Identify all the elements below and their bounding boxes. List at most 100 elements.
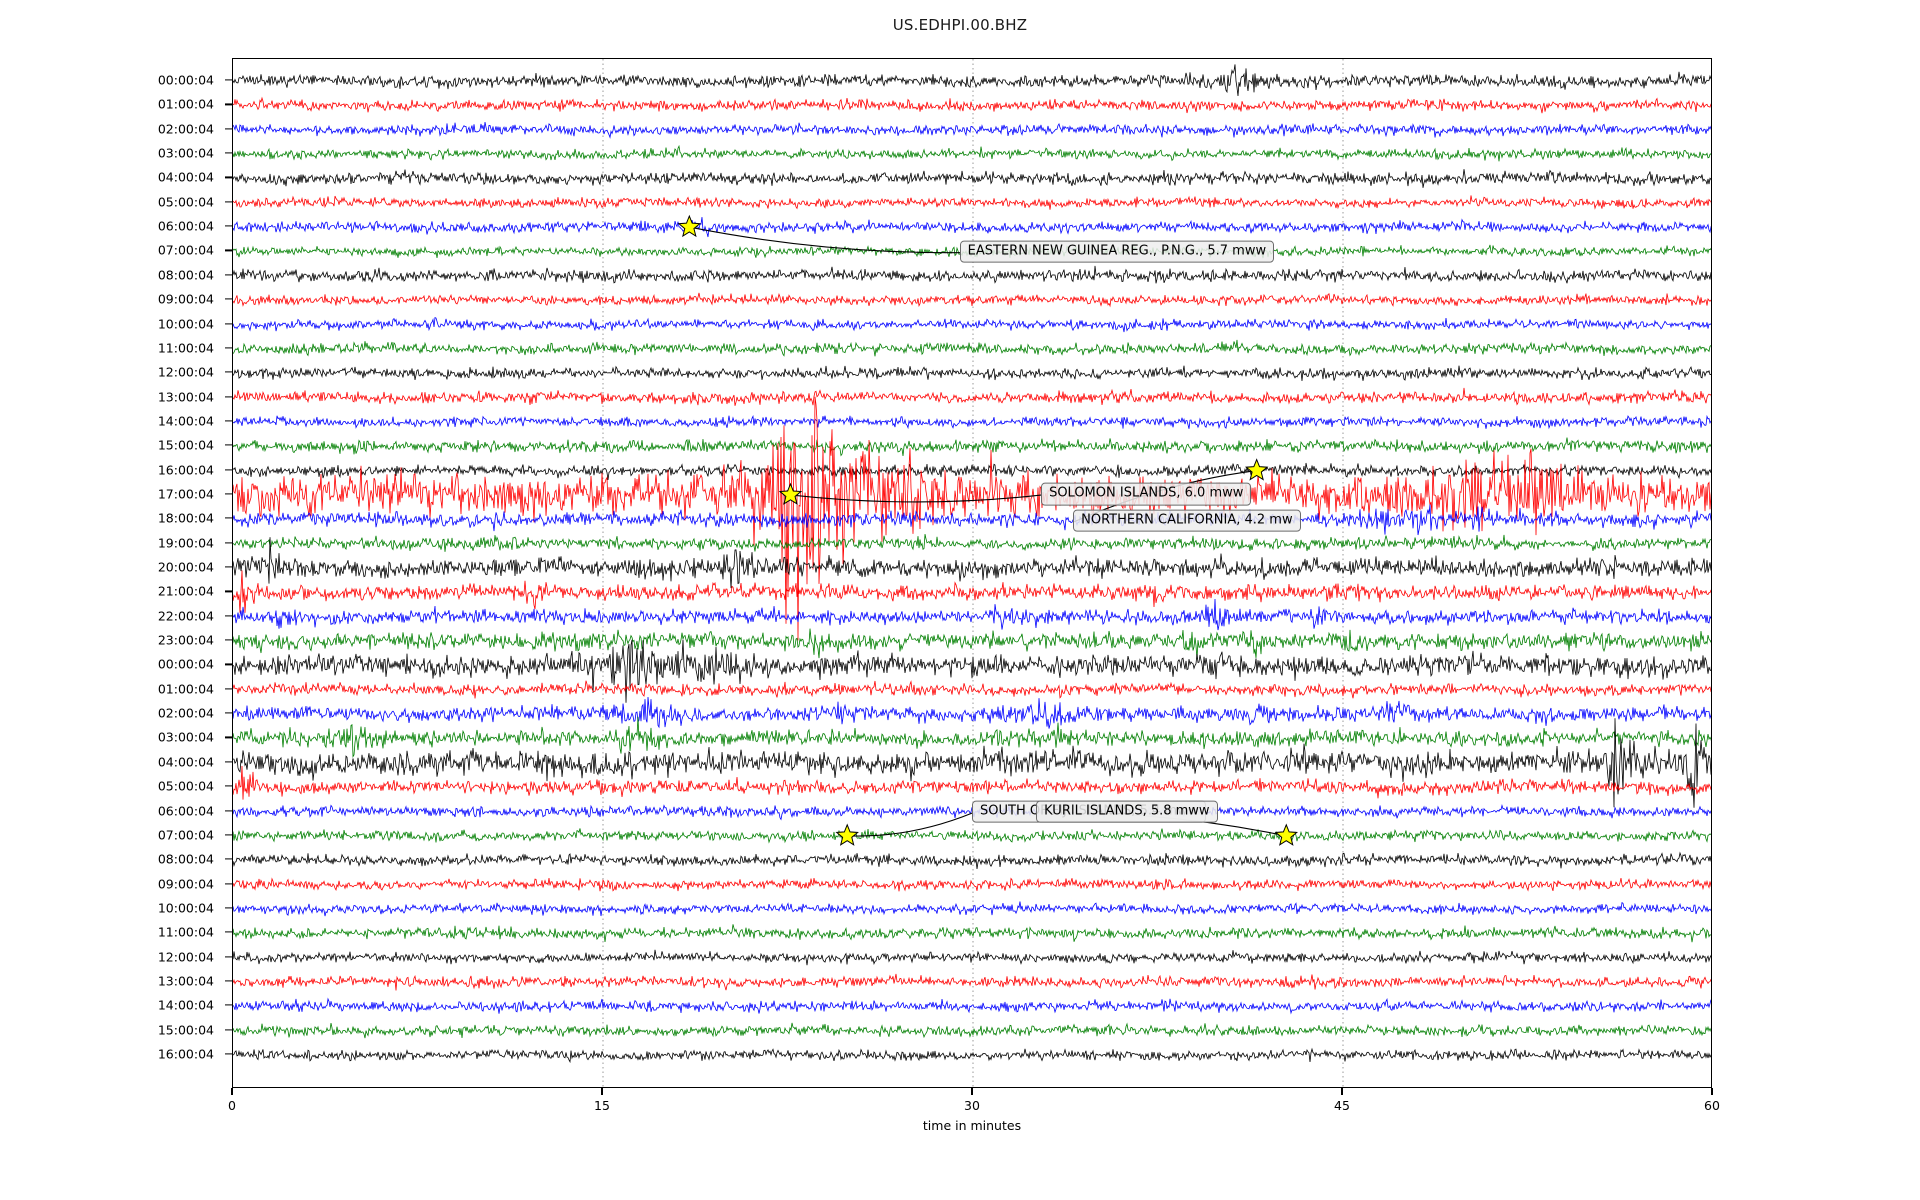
y-axis-tick-mark xyxy=(225,542,232,544)
y-axis-tick-mark xyxy=(225,517,232,519)
seismic-traces xyxy=(233,59,1711,1087)
trace-row xyxy=(233,901,1711,917)
x-axis-tick-label: 30 xyxy=(964,1098,980,1113)
x-axis-tick-label: 60 xyxy=(1704,1098,1720,1113)
event-annotation-label[interactable]: KURIL ISLANDS, 5.8 mww xyxy=(1036,800,1218,824)
earthquake-star-marker[interactable] xyxy=(677,214,702,238)
y-axis-tick-label: 02:00:04 xyxy=(157,705,214,721)
trace-row xyxy=(233,628,1711,660)
y-axis-tick-mark xyxy=(225,712,232,714)
event-annotation-label[interactable]: EASTERN NEW GUINEA REG., P.N.G., 5.7 mww xyxy=(959,240,1275,263)
trace-row xyxy=(233,437,1711,457)
y-axis-tick-mark xyxy=(225,663,232,665)
event-annotation-label[interactable]: SOLOMON ISLANDS, 6.0 mww xyxy=(1041,482,1252,506)
y-axis-tick-label: 10:00:04 xyxy=(157,900,214,916)
y-axis-tick-mark xyxy=(225,590,232,592)
y-axis-tick-label: 15:00:04 xyxy=(157,1022,214,1038)
x-axis-title: time in minutes xyxy=(922,1118,1022,1133)
trace-row xyxy=(233,217,1711,238)
y-axis-time-labels: 00:00:04 01:00:04 02:00:04 03:00:04 04:00:04… xyxy=(0,58,232,1088)
earthquake-star-marker[interactable] xyxy=(778,482,803,505)
y-axis-tick-mark xyxy=(225,128,232,130)
earthquake-star-marker[interactable] xyxy=(1244,458,1269,481)
y-axis-tick-mark xyxy=(225,322,232,325)
trace-row xyxy=(233,696,1711,729)
y-axis-tick-mark xyxy=(225,347,232,349)
y-axis-tick-label: 13:00:04 xyxy=(157,973,214,989)
plot-area: EASTERN NEW GUINEA REG., P.N.G., 5.7 mww… xyxy=(232,58,1712,1088)
y-axis-tick-mark xyxy=(225,225,232,227)
trace-row xyxy=(233,570,1711,613)
page-title: US.EDHPI.00.BHZ xyxy=(892,16,1028,34)
trace-row xyxy=(233,365,1711,381)
trace-row xyxy=(233,997,1711,1015)
y-axis-tick-mark xyxy=(225,809,232,812)
y-axis-tick-label: 14:00:04 xyxy=(157,997,214,1013)
x-axis-tick-mark xyxy=(231,1088,233,1095)
y-axis-tick-mark xyxy=(225,103,232,105)
y-axis-tick-label: 20:00:04 xyxy=(157,559,214,575)
y-axis-tick-label: 11:00:04 xyxy=(157,924,214,940)
y-axis-tick-mark xyxy=(225,444,232,446)
trace-row xyxy=(233,716,1711,758)
trace-row xyxy=(233,414,1711,430)
y-axis-tick-mark xyxy=(225,152,232,154)
y-axis-tick-label: 05:00:04 xyxy=(157,778,214,794)
x-axis-tick-label: 0 xyxy=(228,1098,236,1113)
trace-row xyxy=(233,828,1711,844)
y-axis-tick-mark xyxy=(225,639,232,641)
earthquake-star-marker[interactable] xyxy=(835,823,859,846)
trace-row xyxy=(233,96,1711,114)
y-axis-tick-mark xyxy=(225,420,232,422)
y-axis-tick-label: 13:00:04 xyxy=(157,389,214,405)
trace-row xyxy=(233,64,1711,97)
y-axis-tick-label: 06:00:04 xyxy=(157,803,214,818)
y-axis-tick-label: 23:00:04 xyxy=(157,632,214,648)
y-axis-tick-label: 08:00:04 xyxy=(157,851,214,867)
y-axis-tick-mark xyxy=(225,615,232,617)
trace-row xyxy=(233,639,1711,703)
trace-row xyxy=(233,877,1711,892)
y-axis-tick-mark xyxy=(225,201,232,203)
y-axis-tick-mark xyxy=(225,980,232,982)
y-axis-tick-mark xyxy=(225,298,232,300)
trace-row xyxy=(233,680,1711,699)
y-axis-tick-label: 21:00:04 xyxy=(157,583,214,599)
y-axis-tick-label: 16:00:04 xyxy=(157,1046,214,1062)
y-axis-tick-label: 11:00:04 xyxy=(157,340,214,356)
y-axis-tick-label: 18:00:04 xyxy=(157,510,214,526)
event-annotation-label[interactable]: NORTHERN CALIFORNIA, 4.2 mw xyxy=(1073,509,1301,533)
trace-row xyxy=(233,387,1711,406)
y-axis-tick-label: 03:00:04 xyxy=(157,729,214,745)
y-axis-tick-mark xyxy=(225,274,232,276)
trace-row xyxy=(233,973,1711,991)
y-axis-tick-label: 01:00:04 xyxy=(157,681,214,697)
x-axis-tick-label: 45 xyxy=(1334,1098,1350,1113)
plot-frame xyxy=(232,58,1712,1088)
trace-row xyxy=(233,1047,1711,1064)
y-axis-tick-label: 12:00:04 xyxy=(157,364,214,380)
x-axis: 0 15 30 45 60 xyxy=(228,1088,1720,1148)
y-axis-tick-label: 00:00:04 xyxy=(157,72,214,88)
trace-row xyxy=(233,144,1711,162)
y-axis-tick-label: 00:00:04 xyxy=(157,656,214,672)
earthquake-star-marker[interactable] xyxy=(1274,823,1299,846)
y-axis-tick-label: 09:00:04 xyxy=(157,291,214,307)
y-axis-tick-label: 03:00:04 xyxy=(157,145,214,161)
y-axis-tick-label: 07:00:04 xyxy=(157,242,214,258)
y-axis-tick-label: 02:00:04 xyxy=(157,121,214,137)
y-axis-tick-mark xyxy=(225,931,232,933)
y-axis-tick-mark xyxy=(225,785,232,787)
trace-row xyxy=(233,504,1711,536)
y-axis-tick-label: 12:00:04 xyxy=(157,949,214,965)
y-axis-tick-label: 10:00:04 xyxy=(157,316,214,331)
y-axis-tick-mark xyxy=(225,1053,232,1055)
y-axis-tick-mark xyxy=(225,907,232,909)
y-axis-tick-mark xyxy=(225,493,232,495)
y-axis-tick-label: 19:00:04 xyxy=(157,535,214,551)
annotation-leader-line xyxy=(790,494,1043,503)
y-axis-tick-label: 09:00:04 xyxy=(157,876,214,892)
y-axis-tick-mark xyxy=(225,176,232,178)
x-axis-tick-label: 15 xyxy=(594,1098,610,1113)
y-axis-tick-mark xyxy=(225,834,232,836)
